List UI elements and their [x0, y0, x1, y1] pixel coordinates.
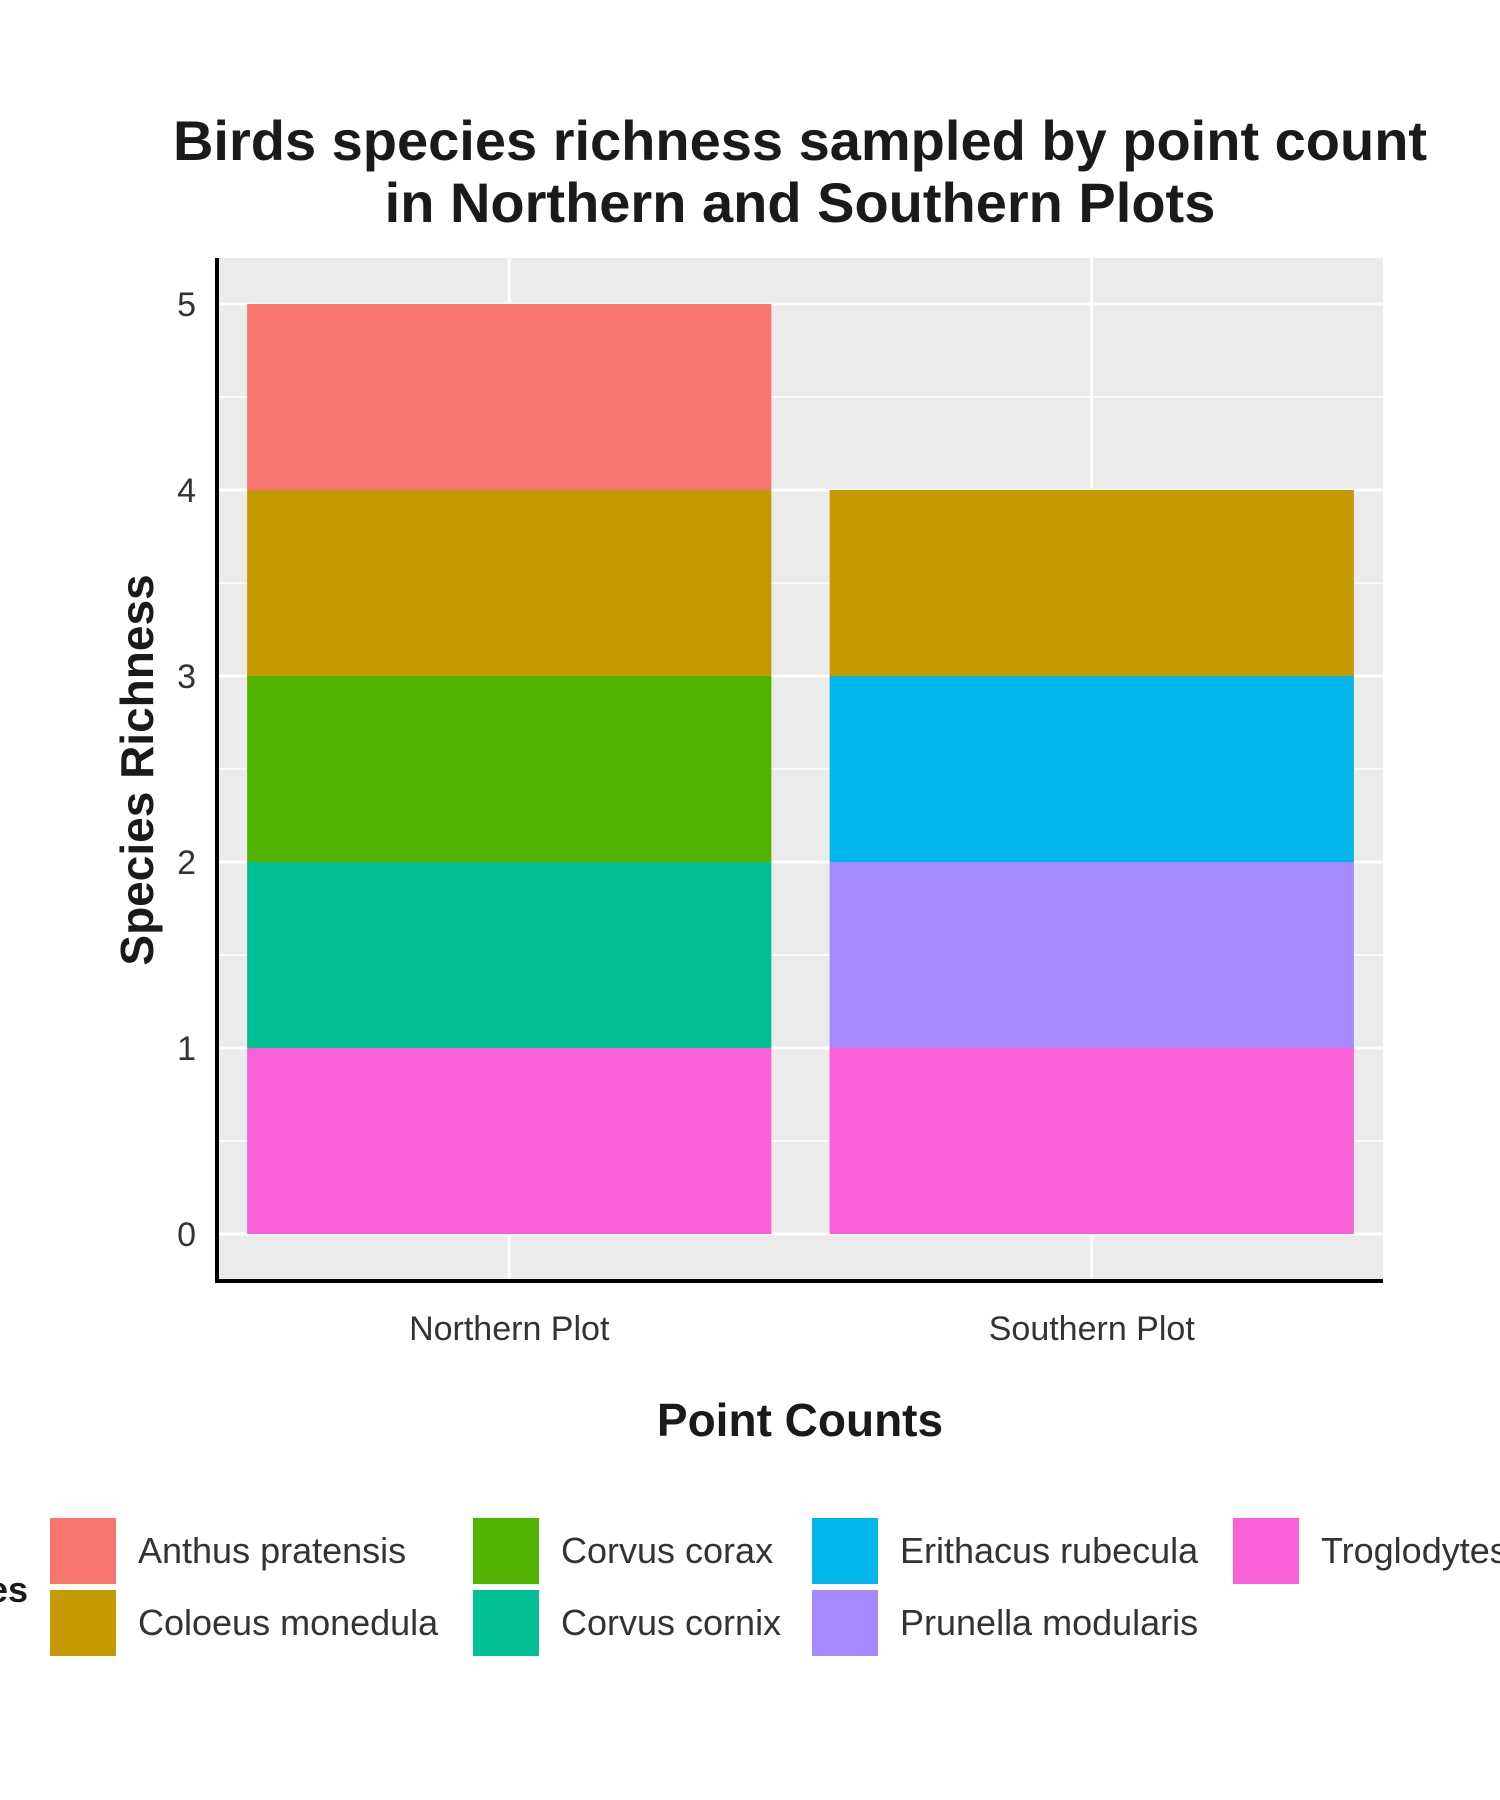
- y-tick-labels: 0 1 2 3 4 5: [177, 286, 196, 1254]
- legend-swatch: [50, 1518, 116, 1584]
- legend-label: Anthus pratensis: [138, 1530, 406, 1571]
- x-tick-label: Northern Plot: [409, 1310, 610, 1348]
- legend-swatch: [50, 1590, 116, 1656]
- bar-segment: [247, 490, 772, 676]
- legend-label: Troglodytes: [1321, 1530, 1500, 1571]
- legend-swatch: [812, 1518, 878, 1584]
- chart-title-line-2: in Northern and Southern Plots: [385, 171, 1216, 234]
- bar-segment: [829, 862, 1354, 1048]
- legend-label: Prunella modularis: [900, 1602, 1198, 1643]
- legend-title: es: [0, 1569, 28, 1610]
- x-tick-label: Southern Plot: [989, 1310, 1196, 1348]
- legend-swatch: [473, 1518, 539, 1584]
- legend-label: Erithacus rubecula: [900, 1530, 1199, 1571]
- y-tick-label: 0: [177, 1216, 196, 1254]
- bar-segment: [829, 676, 1354, 862]
- y-tick-label: 3: [177, 658, 196, 696]
- legend-swatch: [473, 1590, 539, 1656]
- x-axis-title: Point Counts: [657, 1394, 943, 1446]
- y-axis-title: Species Richness: [111, 574, 163, 965]
- bar-segment: [247, 862, 772, 1048]
- y-tick-label: 1: [177, 1030, 196, 1068]
- chart-title-line-1: Birds species richness sampled by point …: [173, 109, 1427, 172]
- y-tick-label: 2: [177, 844, 196, 882]
- legend-label: Corvus cornix: [561, 1602, 781, 1643]
- bar-segment: [829, 1048, 1354, 1234]
- legend-swatch: [812, 1590, 878, 1656]
- bar-segment: [829, 490, 1354, 676]
- bar-segment: [247, 304, 772, 490]
- legend: es Anthus pratensis Coloeus monedula Corvu…: [0, 1518, 1500, 1656]
- y-tick-label: 5: [177, 286, 196, 324]
- bars: [247, 304, 1354, 1234]
- bar-segment: [247, 676, 772, 862]
- legend-label: Corvus corax: [561, 1530, 773, 1571]
- legend-swatch: [1233, 1518, 1299, 1584]
- x-tick-labels: Northern Plot Southern Plot: [409, 1310, 1195, 1348]
- bar-segment: [247, 1048, 772, 1234]
- y-tick-label: 4: [177, 472, 196, 510]
- legend-label: Coloeus monedula: [138, 1602, 439, 1643]
